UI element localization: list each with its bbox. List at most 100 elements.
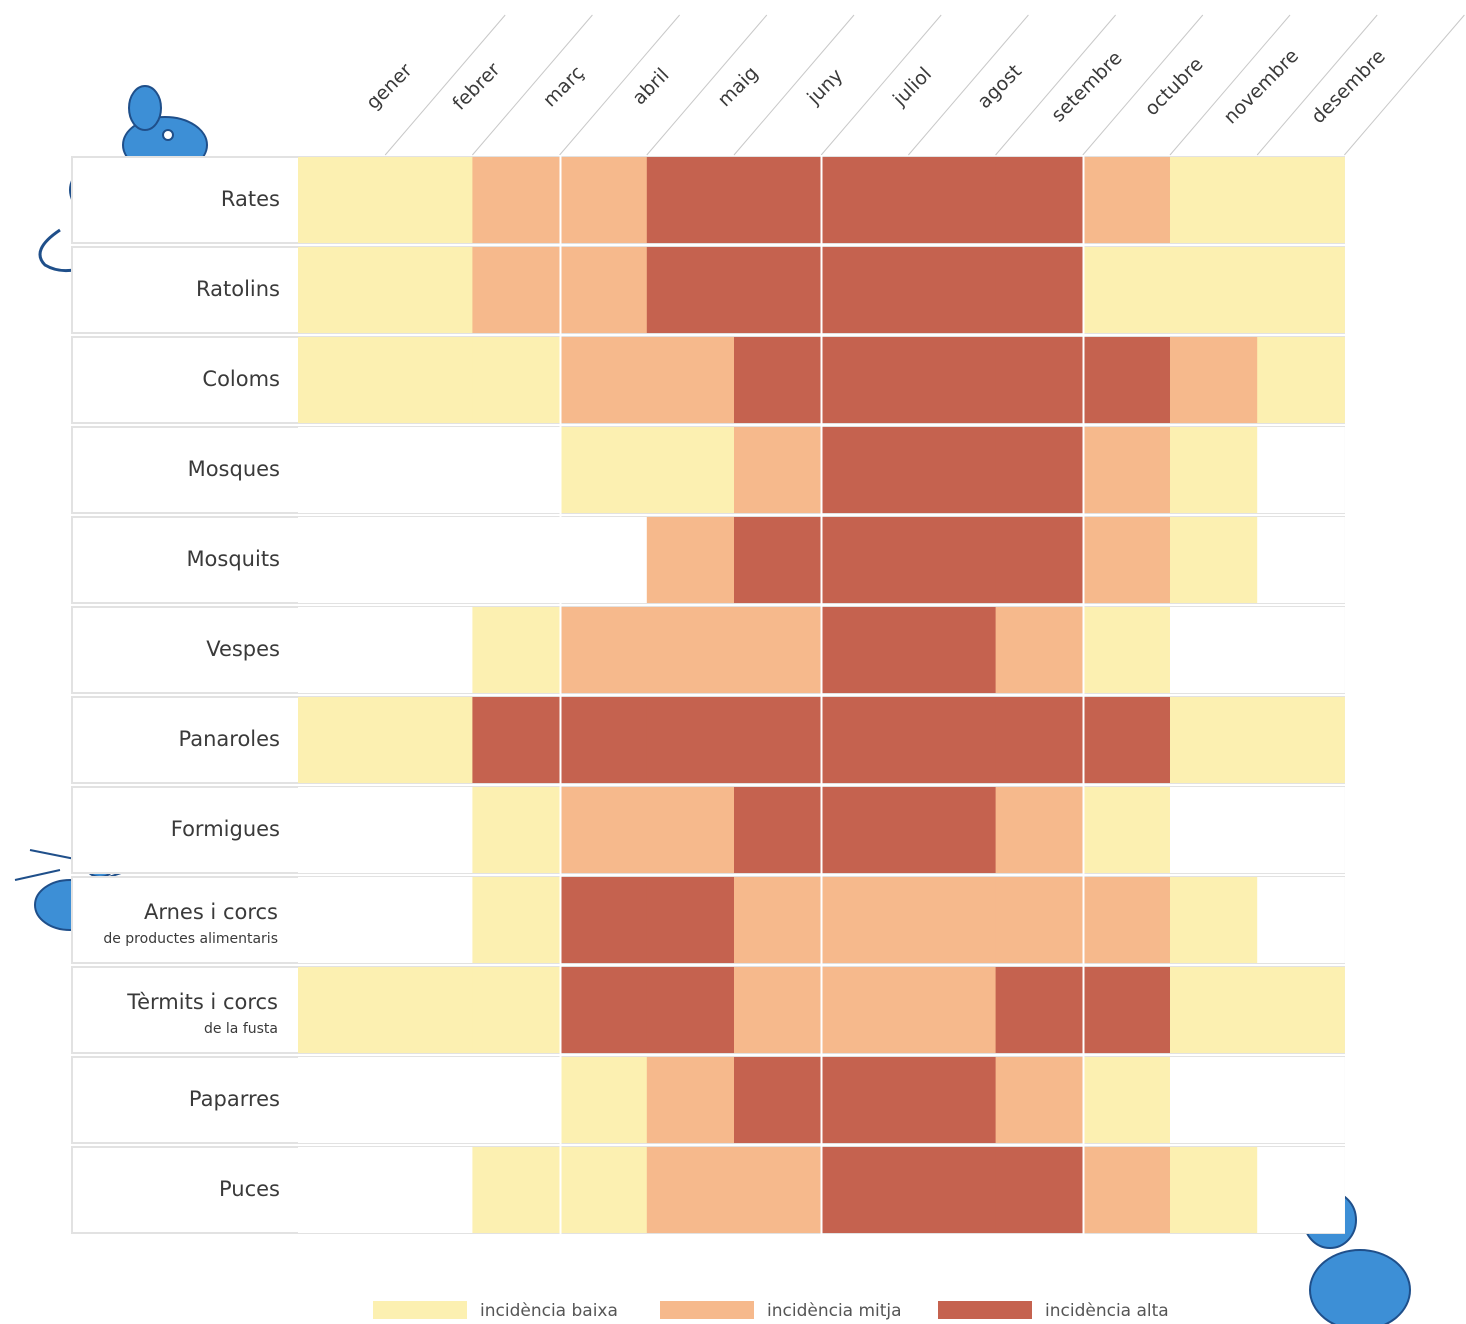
- row-label: Mosquits: [186, 547, 280, 571]
- cell: [1082, 337, 1171, 423]
- cell: [298, 1057, 386, 1143]
- row-label: Formigues: [171, 817, 280, 841]
- cell: [1170, 517, 1258, 603]
- cell: [734, 1057, 822, 1143]
- header-guide: [1169, 14, 1291, 156]
- cell: [734, 877, 822, 963]
- cell: [646, 967, 735, 1053]
- cell: [908, 427, 997, 513]
- row-label: Paparres: [189, 1087, 280, 1111]
- cell: [385, 427, 473, 513]
- cell: [1170, 337, 1258, 423]
- cell: [646, 247, 735, 333]
- cell: [995, 877, 1084, 963]
- cell: [1170, 877, 1258, 963]
- header-guide: [384, 14, 506, 156]
- header-guide: [995, 14, 1116, 156]
- cell: [298, 697, 386, 783]
- row-label: Coloms: [202, 367, 280, 391]
- cell: [472, 877, 561, 963]
- cell: [559, 1057, 648, 1143]
- row-label: Ratolins: [196, 277, 280, 301]
- cell: [646, 697, 735, 783]
- cell: [559, 607, 648, 693]
- month-label: agost: [973, 60, 1026, 113]
- legend-swatch: [660, 1301, 754, 1319]
- cell: [472, 607, 561, 693]
- cell: [995, 607, 1084, 693]
- header-guide: [559, 14, 680, 156]
- month-label: octubre: [1141, 53, 1208, 120]
- month-label: juliol: [888, 63, 936, 111]
- cell: [734, 967, 822, 1053]
- cell: [472, 697, 561, 783]
- cell: [1082, 247, 1171, 333]
- cell: [908, 517, 997, 603]
- cell: [1082, 427, 1171, 513]
- cell: [472, 337, 561, 423]
- cell: [1082, 1147, 1171, 1233]
- cell: [1170, 697, 1258, 783]
- cell: [1257, 337, 1345, 423]
- header-guide: [820, 14, 942, 156]
- cell: [472, 427, 561, 513]
- cell: [821, 427, 909, 513]
- cell: [995, 157, 1084, 243]
- cell: [472, 1147, 561, 1233]
- cell: [646, 337, 735, 423]
- cell: [559, 157, 648, 243]
- legend-label: incidència alta: [1045, 1301, 1169, 1321]
- cell: [1257, 1147, 1345, 1233]
- cell: [559, 1147, 648, 1233]
- month-label: setembre: [1047, 47, 1126, 126]
- cell: [1082, 787, 1171, 873]
- cell: [646, 517, 735, 603]
- cell: [1170, 427, 1258, 513]
- cell: [821, 1057, 909, 1143]
- legend-swatch: [938, 1301, 1032, 1319]
- cell: [734, 787, 822, 873]
- row-label: Panaroles: [179, 727, 280, 751]
- cell: [734, 157, 822, 243]
- cell: [559, 877, 648, 963]
- header-guide: [646, 14, 768, 156]
- legend-swatch: [373, 1301, 467, 1319]
- row-label: Tèrmits i corcs: [126, 990, 278, 1014]
- cell: [1170, 247, 1258, 333]
- cell: [821, 157, 909, 243]
- cell: [385, 967, 473, 1053]
- cell: [1170, 157, 1258, 243]
- cell: [995, 517, 1084, 603]
- cell: [908, 877, 997, 963]
- header-guide: [908, 14, 1029, 156]
- cell: [1082, 697, 1171, 783]
- cell: [908, 607, 997, 693]
- cell: [821, 787, 909, 873]
- cell: [298, 1147, 386, 1233]
- row-note: de la fusta: [204, 1021, 278, 1037]
- cell: [559, 337, 648, 423]
- cell: [821, 517, 909, 603]
- cell: [559, 247, 648, 333]
- cell: [1082, 877, 1171, 963]
- cell: [385, 1147, 473, 1233]
- cell: [908, 1147, 997, 1233]
- cell: [1257, 967, 1345, 1053]
- row-label: Rates: [221, 187, 280, 211]
- cell: [908, 787, 997, 873]
- cell: [995, 247, 1084, 333]
- cell: [734, 337, 822, 423]
- cell: [646, 1147, 735, 1233]
- cell: [385, 697, 473, 783]
- legend-label: incidència mitja: [767, 1301, 902, 1321]
- cell: [1257, 157, 1345, 243]
- cell: [559, 787, 648, 873]
- row-label: Vespes: [206, 637, 280, 661]
- cell: [559, 427, 648, 513]
- cell: [1082, 157, 1171, 243]
- cell: [1170, 1057, 1258, 1143]
- cell: [646, 157, 735, 243]
- cell: [1082, 517, 1171, 603]
- cell: [385, 787, 473, 873]
